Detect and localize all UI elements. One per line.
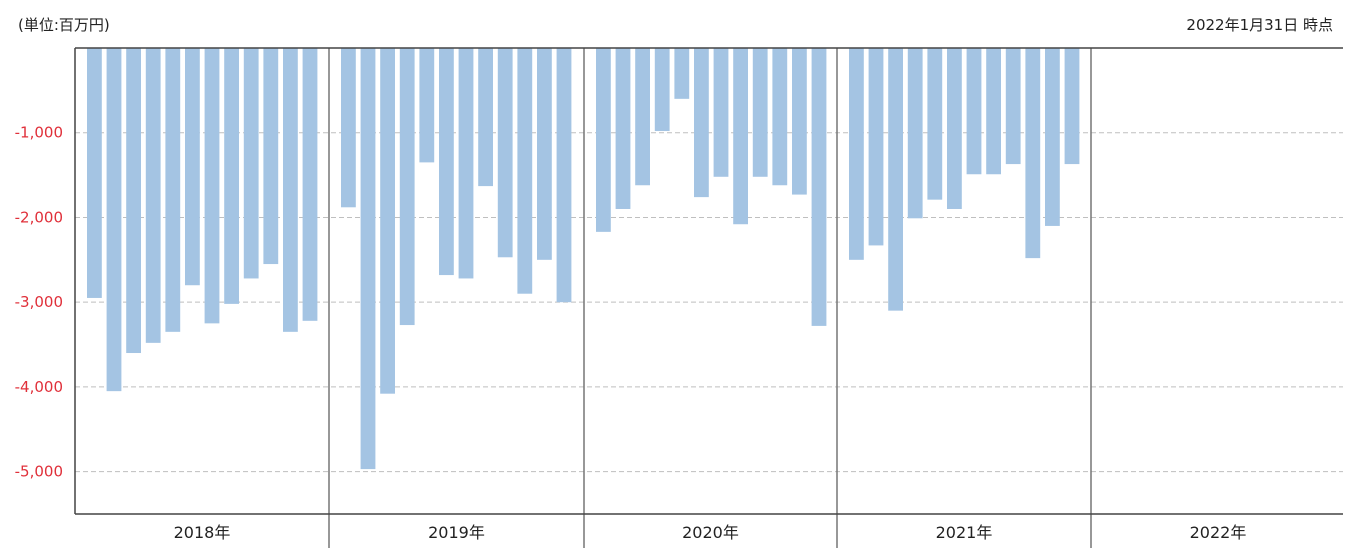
bar bbox=[654, 48, 670, 132]
bar bbox=[537, 48, 552, 260]
bar bbox=[635, 48, 650, 186]
x-tick-label: 2022年 bbox=[1190, 523, 1247, 542]
bar bbox=[986, 48, 1001, 175]
bar bbox=[556, 48, 572, 303]
as-of-date-label: 2022年1月31日 時点 bbox=[1186, 16, 1333, 34]
bar bbox=[792, 48, 807, 195]
bar bbox=[868, 48, 884, 246]
bar bbox=[947, 48, 962, 209]
unit-label: (単位:百万円) bbox=[18, 16, 110, 34]
bar bbox=[87, 48, 102, 298]
y-tick-label: -1,000 bbox=[15, 124, 63, 142]
bar bbox=[185, 48, 200, 286]
bar bbox=[713, 48, 729, 177]
bar bbox=[399, 48, 415, 326]
bar bbox=[380, 48, 395, 394]
x-tick-label: 2020年 bbox=[682, 523, 739, 542]
bar bbox=[1064, 48, 1080, 165]
bar bbox=[596, 48, 611, 232]
bar bbox=[106, 48, 122, 392]
bar bbox=[811, 48, 827, 326]
bar bbox=[694, 48, 709, 198]
x-tick-label: 2018年 bbox=[174, 523, 231, 542]
x-tick-label: 2021年 bbox=[936, 523, 993, 542]
bar bbox=[360, 48, 376, 470]
bar bbox=[927, 48, 943, 200]
bar bbox=[888, 48, 903, 311]
bar bbox=[204, 48, 220, 324]
bar bbox=[497, 48, 513, 258]
bar bbox=[1045, 48, 1060, 226]
y-tick-label: -2,000 bbox=[15, 208, 63, 226]
bar bbox=[243, 48, 259, 279]
bar bbox=[145, 48, 161, 343]
bar bbox=[458, 48, 474, 279]
bar bbox=[419, 48, 435, 163]
bar bbox=[478, 48, 493, 187]
bar bbox=[849, 48, 864, 260]
bar bbox=[165, 48, 181, 332]
y-tick-label: -5,000 bbox=[15, 463, 63, 481]
bar bbox=[283, 48, 298, 332]
bar bbox=[263, 48, 279, 265]
bar bbox=[615, 48, 631, 209]
bar bbox=[1025, 48, 1041, 259]
bar bbox=[907, 48, 923, 219]
y-tick-label: -4,000 bbox=[15, 378, 63, 396]
bar bbox=[966, 48, 982, 175]
bar bbox=[224, 48, 239, 304]
bar bbox=[752, 48, 768, 177]
bar bbox=[674, 48, 690, 99]
bar bbox=[517, 48, 533, 294]
bar bbox=[772, 48, 788, 186]
bar bbox=[733, 48, 748, 225]
bar bbox=[439, 48, 454, 276]
bar bbox=[126, 48, 141, 354]
y-tick-label: -3,000 bbox=[15, 293, 63, 311]
bar bbox=[1005, 48, 1021, 165]
x-tick-label: 2019年 bbox=[428, 523, 485, 542]
bar bbox=[341, 48, 356, 208]
bar bbox=[302, 48, 318, 321]
